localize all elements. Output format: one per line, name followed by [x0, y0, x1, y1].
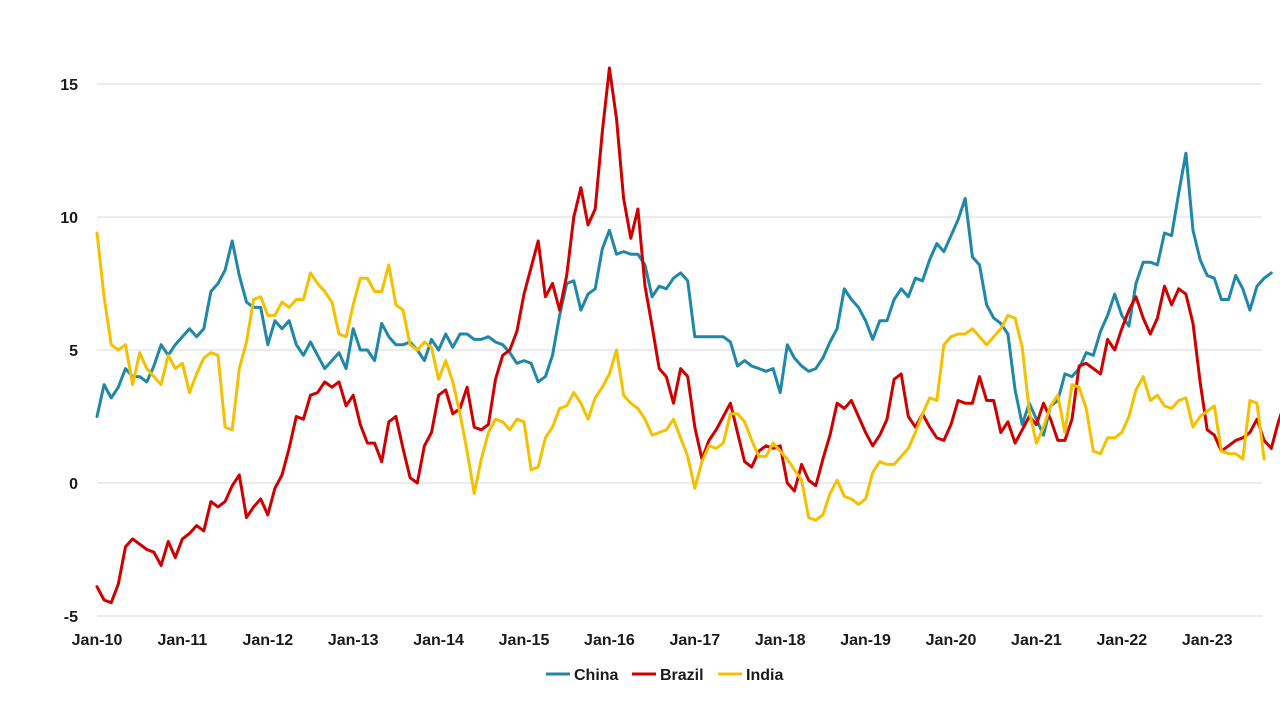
- x-tick-label: Jan-16: [584, 632, 635, 649]
- x-tick-label: Jan-12: [242, 632, 293, 649]
- y-axis-ticks: -5 0 5 10 15: [60, 77, 78, 626]
- series-line-india: [95, 231, 1266, 522]
- series-line-china: [95, 151, 1273, 437]
- x-axis-ticks: Jan-10 Jan-11 Jan-12 Jan-13 Jan-14 Jan-15 Jan-…: [72, 632, 1233, 649]
- x-tick-label: Jan-10: [72, 632, 123, 649]
- x-tick-label: Jan-18: [755, 632, 806, 649]
- legend-label-china: China: [574, 667, 619, 684]
- x-tick-label: Jan-22: [1096, 632, 1147, 649]
- y-tick-label: 5: [69, 343, 78, 360]
- x-tick-label: Jan-15: [499, 632, 550, 649]
- x-tick-label: Jan-14: [413, 632, 464, 649]
- x-tick-label: Jan-11: [157, 632, 207, 649]
- x-tick-label: Jan-17: [669, 632, 720, 649]
- legend: China Brazil India: [546, 667, 783, 684]
- y-tick-label: 10: [60, 210, 78, 227]
- x-tick-label: Jan-23: [1182, 632, 1233, 649]
- x-tick-label: Jan-19: [840, 632, 891, 649]
- y-tick-label: -5: [64, 609, 78, 626]
- y-tick-label: 15: [60, 77, 78, 94]
- legend-label-brazil: Brazil: [660, 667, 704, 684]
- gridlines: [97, 83, 1262, 617]
- y-tick-label: 0: [69, 476, 78, 493]
- x-tick-label: Jan-21: [1011, 632, 1062, 649]
- x-tick-label: Jan-20: [926, 632, 977, 649]
- series-line-brazil: [95, 66, 1280, 605]
- legend-label-india: India: [746, 667, 783, 684]
- x-tick-label: Jan-13: [328, 632, 379, 649]
- series-lines: [95, 66, 1280, 605]
